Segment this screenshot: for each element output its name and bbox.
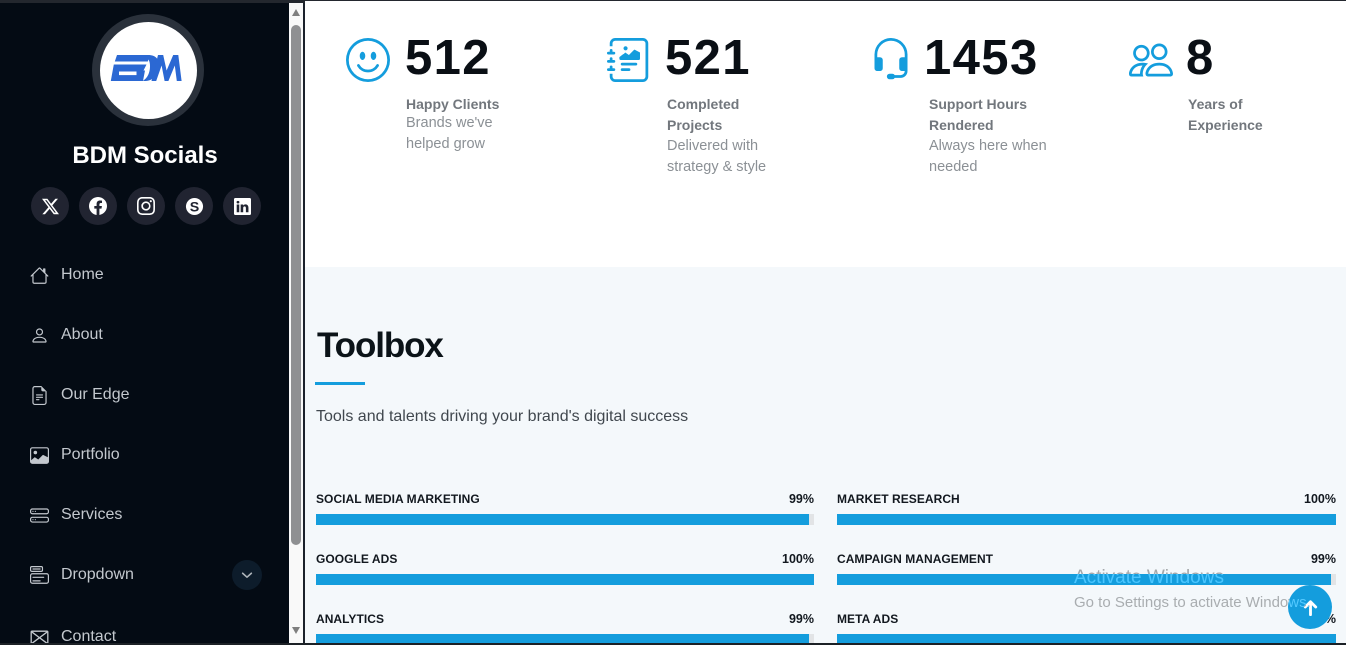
svg-text:S: S: [189, 199, 199, 215]
